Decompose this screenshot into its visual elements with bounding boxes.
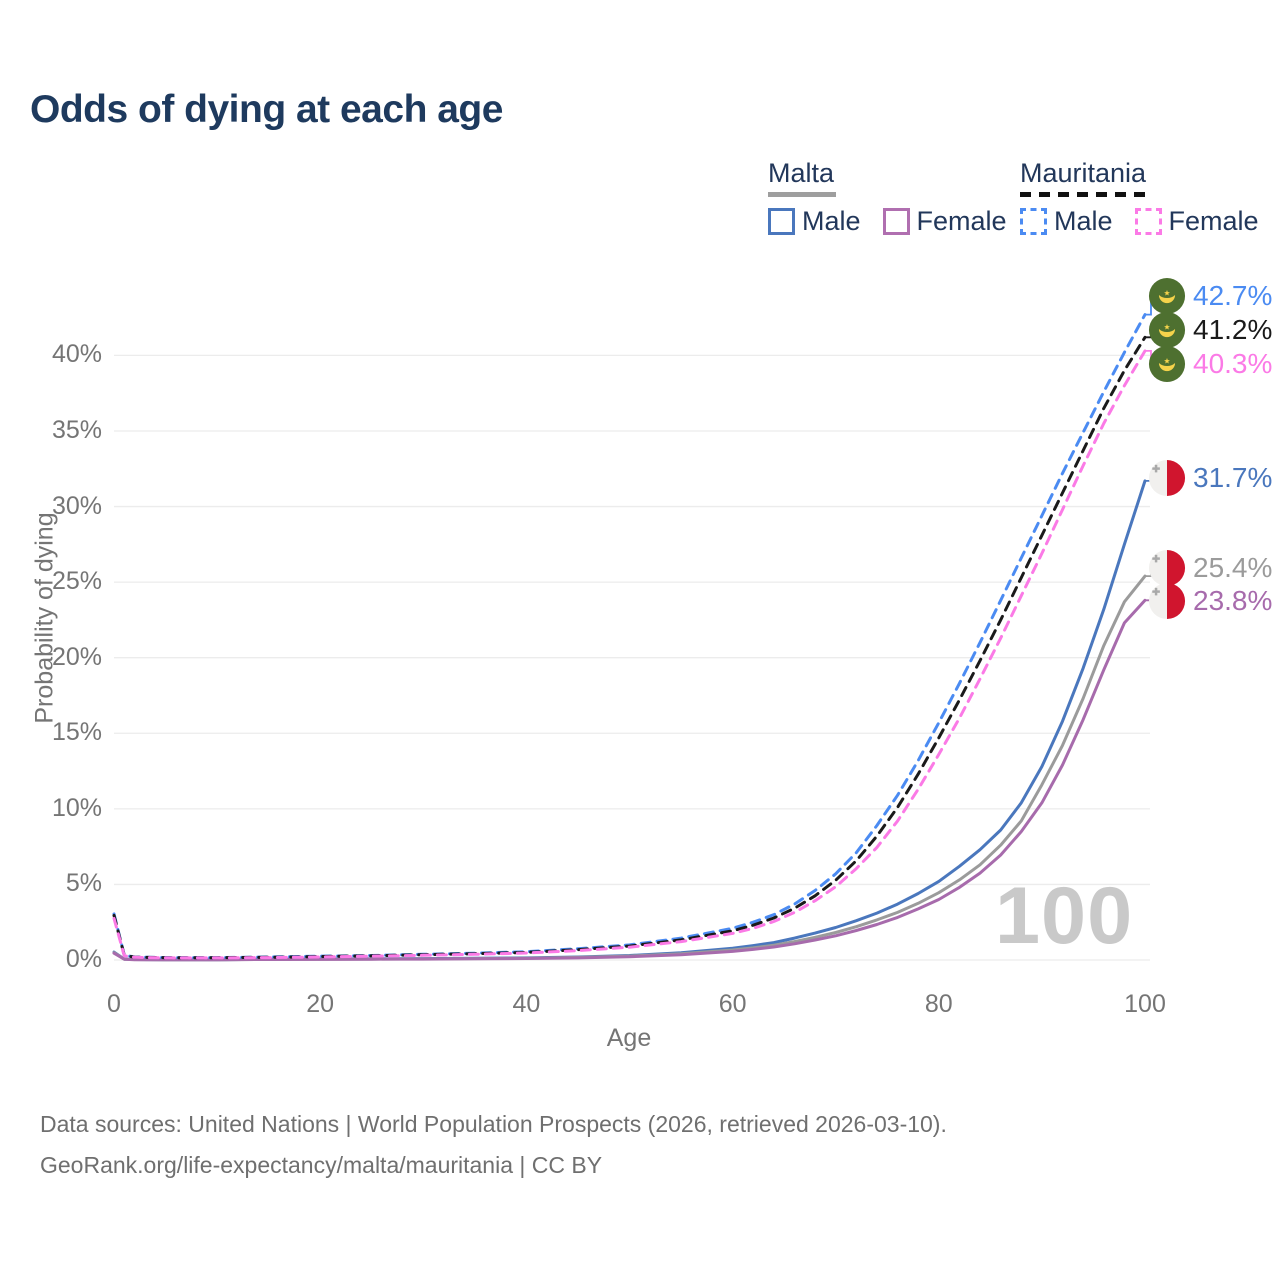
legend-line-sample-malta [768,192,836,197]
legend-label: Male [1054,206,1113,236]
mauritania-flag-icon [1148,277,1186,315]
legend-swatch-malta-male [768,208,795,235]
end-label-mauritania-male: 42.7% [1148,276,1272,316]
x-tick-label: 40 [512,990,541,1018]
legend-swatch-malta-female [882,208,910,235]
end-label-mauritania-both: 41.2% [1148,310,1272,350]
end-label-mauritania-female: 40.3% [1148,344,1272,384]
mauritania-flag-icon [1148,311,1186,349]
y-tick-label: 40% [51,340,102,369]
legend-group-mauritania: Mauritania Male Female [1020,158,1259,237]
malta-flag-icon [1148,549,1186,587]
end-value-mauritania-female: 40.3% [1193,348,1273,379]
mauritania-flag-icon [1148,345,1186,383]
legend-item-malta-female[interactable]: Female [882,206,1007,237]
watermark-age-100: 100 [995,871,1134,961]
data-source-footer: Data sources: United Nations | World Pop… [40,1104,947,1187]
legend-group-malta: Malta Male Female [768,158,1007,237]
y-tick-label: 15% [51,718,102,747]
x-tick-label: 20 [306,990,335,1018]
series-line-malta-male [112,479,1147,962]
y-tick-label: 35% [51,415,102,444]
legend-label: Female [916,206,1007,236]
y-tick-label: 10% [51,793,102,822]
legend-country-malta: Malta [768,158,835,188]
series-line-malta-female [112,598,1147,962]
x-tick-label: 60 [718,990,747,1018]
malta-flag-icon [1148,459,1186,497]
legend-item-mauritania-male[interactable]: Male [1020,206,1113,237]
legend-label: Female [1168,206,1259,236]
y-axis-title: Probability of dying [30,512,59,724]
end-label-malta-male: 31.7% [1148,458,1272,498]
x-tick-label: 80 [924,990,953,1018]
legend-swatch-mauritania-female [1134,208,1162,235]
legend-item-malta-male[interactable]: Male [768,206,861,237]
end-label-malta-female: 23.8% [1148,581,1272,621]
malta-flag-icon [1148,582,1186,620]
series-line-malta-both [112,574,1147,962]
end-value-mauritania-male: 42.7% [1193,280,1273,311]
footer-sources-line: Data sources: United Nations | World Pop… [40,1111,947,1137]
legend-swatch-mauritania-male [1020,208,1047,235]
x-tick-label: 0 [107,990,121,1018]
end-value-malta-female: 23.8% [1193,585,1273,616]
legend-country-mauritania: Mauritania [1020,158,1147,188]
page-title: Odds of dying at each age [30,88,503,131]
x-tick-label: 100 [1124,990,1166,1018]
legend-item-mauritania-female[interactable]: Female [1134,206,1259,237]
legend-line-sample-mauritania [1020,192,1148,197]
y-tick-label: 30% [51,491,102,520]
series-line-mauritania-both [112,335,1147,960]
series-line-mauritania-male [112,313,1147,960]
end-value-malta-both: 25.4% [1193,552,1273,583]
y-tick-label: 25% [51,567,102,596]
footer-attribution-line: GeoRank.org/life-expectancy/malta/maurit… [40,1152,603,1179]
end-value-mauritania-both: 41.2% [1193,314,1273,345]
end-label-malta-both: 25.4% [1148,548,1272,588]
end-value-malta-male: 31.7% [1193,462,1273,493]
y-tick-label: 20% [51,642,102,671]
y-tick-label: 5% [65,869,102,898]
legend-label: Male [802,206,861,236]
series-line-mauritania-female [112,349,1147,960]
x-axis-title: Age [606,1024,652,1052]
y-tick-label: 0% [65,945,102,973]
